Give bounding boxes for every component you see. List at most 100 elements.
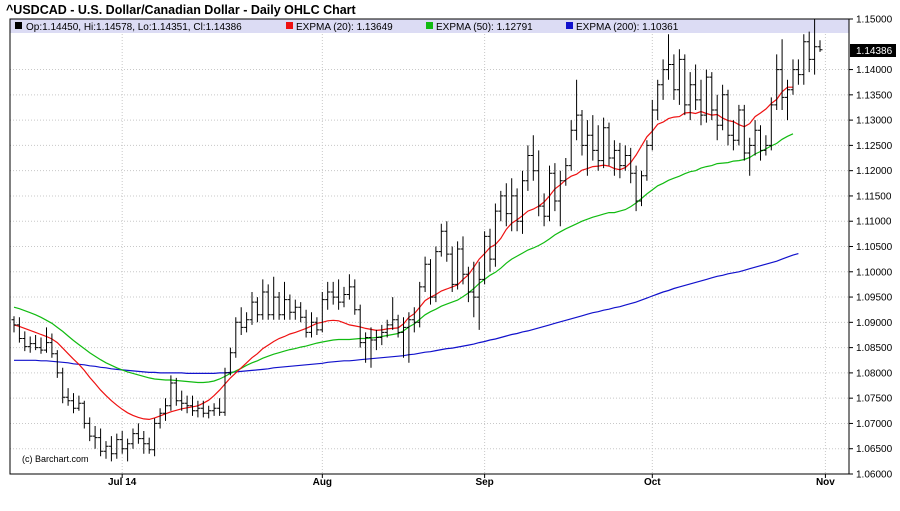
ohlc-bar (195, 400, 201, 418)
ohlc-bar (476, 261, 482, 330)
ohlc-bar (238, 307, 244, 335)
ohlc-bar (16, 317, 22, 343)
ohlc-bar (363, 332, 369, 363)
ohlc-bar (227, 347, 233, 376)
ohlc-bar (655, 79, 661, 121)
ohlc-bar (217, 398, 223, 416)
last-value-box (850, 44, 896, 57)
y-tick-label: 1.08000 (856, 368, 893, 379)
legend-ema20: EXPMA (20): 1.13649 (296, 22, 393, 33)
ohlc-bar (108, 436, 114, 462)
ohlc-bar (292, 299, 298, 320)
ohlc-bar (785, 79, 790, 121)
ohlc-bar (119, 431, 125, 454)
ohlc-bar (574, 79, 580, 141)
ohlc-bar (157, 408, 163, 429)
ohlc-bar (541, 193, 547, 227)
ohlc-bar (455, 241, 461, 290)
ohlc-bar (184, 395, 190, 414)
ohlc-bar (444, 221, 450, 262)
ohlc-bar (211, 403, 217, 416)
ohlc-bar (584, 120, 590, 176)
ohlc-bar (173, 377, 179, 406)
y-tick-label: 1.13500 (856, 90, 893, 101)
ohlc-bar (552, 163, 558, 212)
ohlc-bar (81, 400, 87, 429)
ohlc-bar (22, 331, 28, 352)
ohlc-bar (590, 115, 596, 161)
ohlc-bar (87, 417, 93, 442)
y-axis: 1.15000 1.14000 1.13500 1.13000 1.12500 1.120… (849, 15, 893, 481)
y-tick-label: 1.07000 (856, 419, 893, 430)
ohlc-bar (401, 317, 406, 358)
ohlc-bar (682, 54, 688, 116)
ohlc-bar (71, 393, 76, 414)
ohlc-bar (730, 120, 736, 151)
ohlc-bar (487, 228, 493, 272)
ohlc-bar (563, 158, 569, 186)
y-tick-label: 1.09000 (856, 318, 893, 329)
ohlc-bar (503, 183, 509, 227)
ohlc-bar (676, 49, 682, 105)
x-tick-label: Sep (475, 477, 493, 488)
ohlc-bar (141, 431, 147, 454)
ohlc-bar (330, 281, 336, 305)
ohlc-bar (11, 316, 17, 333)
ohlc-bar (152, 418, 158, 457)
ohlc-bar (346, 274, 352, 300)
ohlc-bar (417, 281, 423, 328)
y-tick-label: 1.06500 (856, 444, 893, 455)
ohlc-bar (44, 327, 49, 353)
ohlc-bar (649, 99, 655, 151)
x-tick-label: Aug (313, 477, 332, 488)
ohlc-bar (709, 72, 715, 121)
ohlc-bar (76, 395, 82, 411)
ohlc-bar (379, 324, 385, 346)
ohlc-bar (146, 437, 152, 454)
ohlc-bar (168, 375, 174, 411)
ohlc-bar (179, 390, 185, 411)
ohlc-bar (163, 398, 168, 421)
ohlc-bar (325, 281, 331, 310)
ohlc-bars (11, 19, 823, 462)
ohlc-bar (222, 367, 228, 416)
ohlc-bar (498, 190, 504, 222)
ohlc-bar (790, 59, 796, 95)
ohlc-bar (774, 54, 780, 110)
ohlc-bar (276, 292, 282, 320)
ohlc-bar (411, 307, 417, 333)
ohlc-bar (282, 281, 287, 320)
ohlc-bar (639, 170, 644, 207)
y-tick-label: 1.09500 (856, 293, 893, 304)
ohlc-bar (617, 142, 623, 179)
last-value-label: 1.14386 (856, 46, 893, 57)
ohlc-bar (271, 276, 277, 320)
legend: Op:1.14450, Hi:1.14578, Lo:1.14351, Cl:1… (15, 22, 679, 33)
ohlc-bar (27, 336, 33, 353)
ohlc-bar (103, 441, 109, 459)
ohlc-bar (687, 72, 693, 121)
ohlc-bar (530, 135, 536, 181)
ohlc-bar (319, 292, 325, 333)
ohlc-bar (471, 261, 477, 318)
ohlc-bar (547, 165, 552, 222)
ohlc-bar (601, 117, 607, 169)
ohlc-bar (671, 54, 677, 100)
ohlc-bar (314, 317, 320, 335)
copyright-text: (c) Barchart.com (22, 454, 89, 464)
ohlc-bar (568, 120, 574, 171)
ohlc-bar (298, 302, 304, 323)
ohlc-bar (368, 327, 374, 368)
ohlc-bar (666, 34, 671, 80)
y-tick-label: 1.07500 (856, 394, 893, 405)
ohlc-bar (352, 279, 358, 315)
ohlc-bar (801, 34, 807, 85)
y-tick-label: 1.10000 (856, 267, 893, 278)
ohlc-bar (633, 165, 639, 212)
ohlc-bar (373, 329, 379, 351)
ohlc-bar (752, 120, 758, 156)
ohlc-bar (233, 317, 239, 358)
legend-swatch-ema20 (286, 22, 293, 29)
ohlc-bar (336, 279, 342, 310)
